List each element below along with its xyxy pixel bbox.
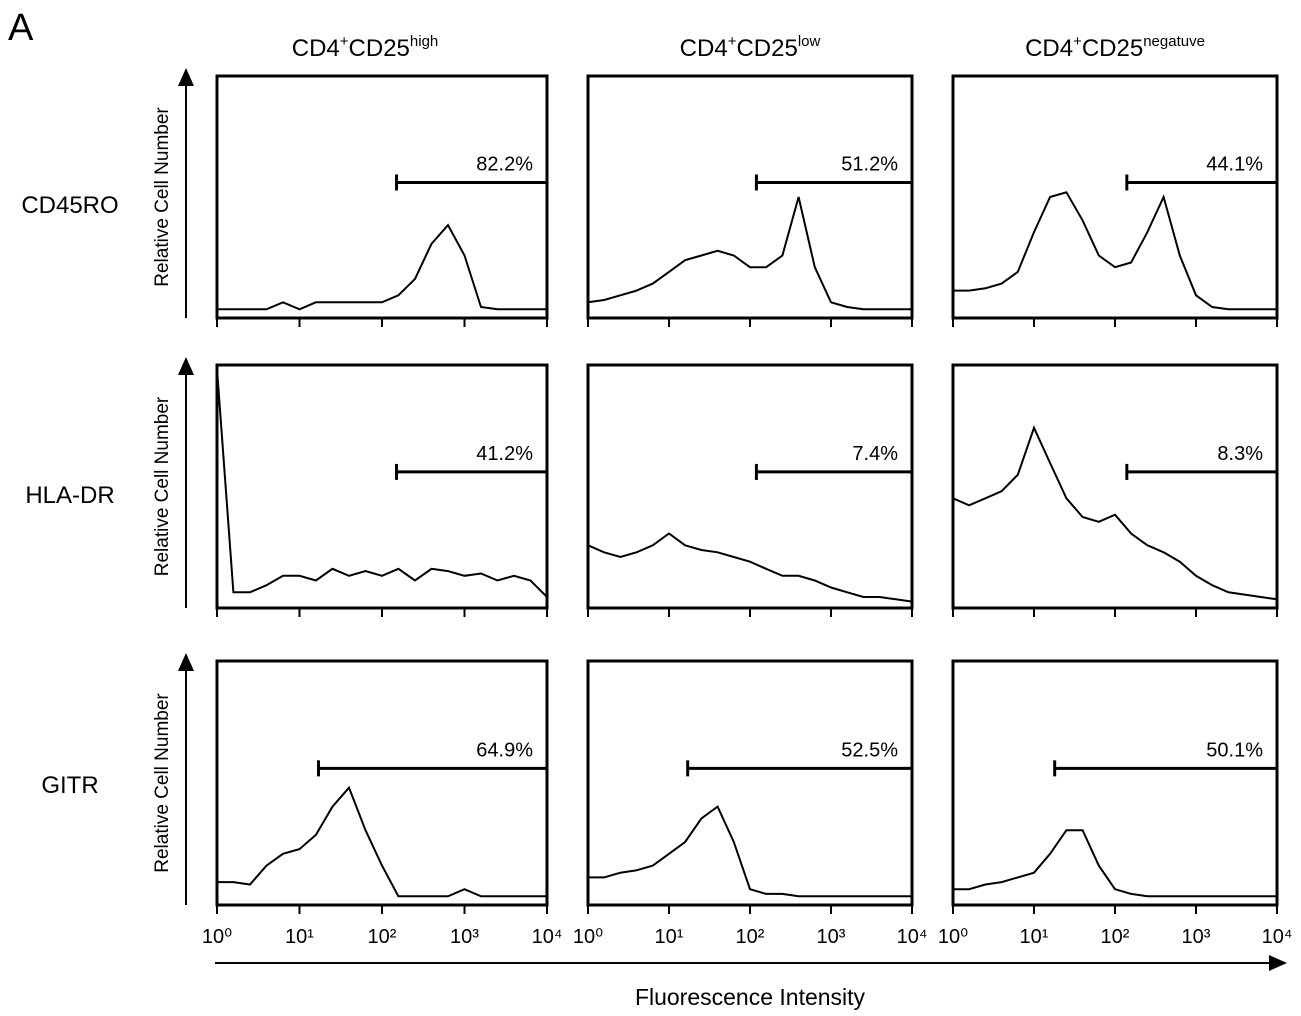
plot-frame — [951, 363, 1279, 610]
row-label: HLA-DR — [25, 482, 114, 509]
row-label: GITR — [41, 772, 98, 799]
header-main: CD25 — [349, 35, 410, 62]
x-tick-label: 10⁰ — [202, 926, 232, 948]
header-main: CD4 — [292, 35, 340, 62]
x-tick-label: 10² — [1101, 926, 1130, 948]
header-main: CD25 — [1082, 35, 1143, 62]
x-tick-label: 10² — [736, 926, 765, 948]
plot-frame — [586, 74, 914, 320]
y-axis-label: Relative Cell Number — [152, 396, 173, 576]
x-tick-label: 10¹ — [285, 926, 314, 948]
gate-label: 8.3% — [1217, 443, 1263, 465]
header-main: CD25 — [736, 35, 797, 62]
gate-label: 82.2% — [476, 153, 533, 175]
gate-label: 52.5% — [841, 739, 898, 761]
x-tick-label: 10⁴ — [1262, 926, 1293, 948]
x-tick-label: 10¹ — [655, 926, 684, 948]
gate-label: 64.9% — [476, 739, 533, 761]
x-tick-label: 10⁰ — [938, 926, 968, 948]
y-axis-label: Relative Cell Number — [152, 693, 173, 873]
histogram-line — [217, 785, 547, 898]
x-tick-label: 10³ — [450, 926, 479, 948]
column-header: CD4+CD25low — [680, 33, 821, 62]
histogram-line — [587, 532, 913, 603]
histogram-line — [587, 196, 912, 311]
plot-frame — [215, 659, 549, 907]
y-axis-label: Relative Cell Number — [152, 107, 173, 287]
histogram-line — [953, 829, 1277, 898]
x-tick-label: 10⁴ — [532, 926, 563, 948]
histogram-line — [952, 425, 1278, 601]
plot-frame — [951, 74, 1279, 320]
header-sup: high — [410, 33, 438, 50]
histogram-line — [588, 805, 912, 898]
histogram-line — [953, 191, 1277, 311]
plot-frame — [586, 659, 914, 907]
header-sup: + — [728, 33, 737, 50]
plot-frame — [951, 659, 1279, 907]
x-tick-label: 10³ — [817, 926, 846, 948]
header-sup: + — [1073, 33, 1082, 50]
x-axis-label: Fluorescence Intensity — [635, 984, 866, 1010]
plot-frame — [215, 74, 549, 320]
header-main: CD4 — [1025, 35, 1073, 62]
header-sup: negatuve — [1143, 33, 1205, 50]
x-tick-label: 10¹ — [1020, 926, 1049, 948]
plot-frame — [586, 363, 914, 610]
panel-label: A — [8, 7, 34, 49]
x-tick-label: 10⁴ — [897, 926, 928, 948]
gate-label: 44.1% — [1206, 153, 1263, 175]
header-sup: + — [340, 33, 349, 50]
gate-label: 50.1% — [1206, 739, 1263, 761]
x-tick-label: 10⁰ — [573, 926, 603, 948]
header-main: CD4 — [680, 35, 728, 62]
column-header: CD4+CD25negatuve — [1025, 33, 1205, 62]
x-tick-label: 10³ — [1182, 926, 1211, 948]
row-label: CD45RO — [21, 192, 118, 219]
x-tick-label: 10² — [368, 926, 397, 948]
histogram-line — [216, 368, 548, 598]
gate-label: 41.2% — [476, 443, 533, 465]
gate-label: 51.2% — [841, 153, 898, 175]
gate-label: 7.4% — [852, 443, 898, 465]
column-header: CD4+CD25high — [292, 33, 439, 62]
header-sup: low — [798, 33, 821, 50]
plot-frame — [215, 363, 549, 610]
histogram-line — [217, 223, 547, 311]
